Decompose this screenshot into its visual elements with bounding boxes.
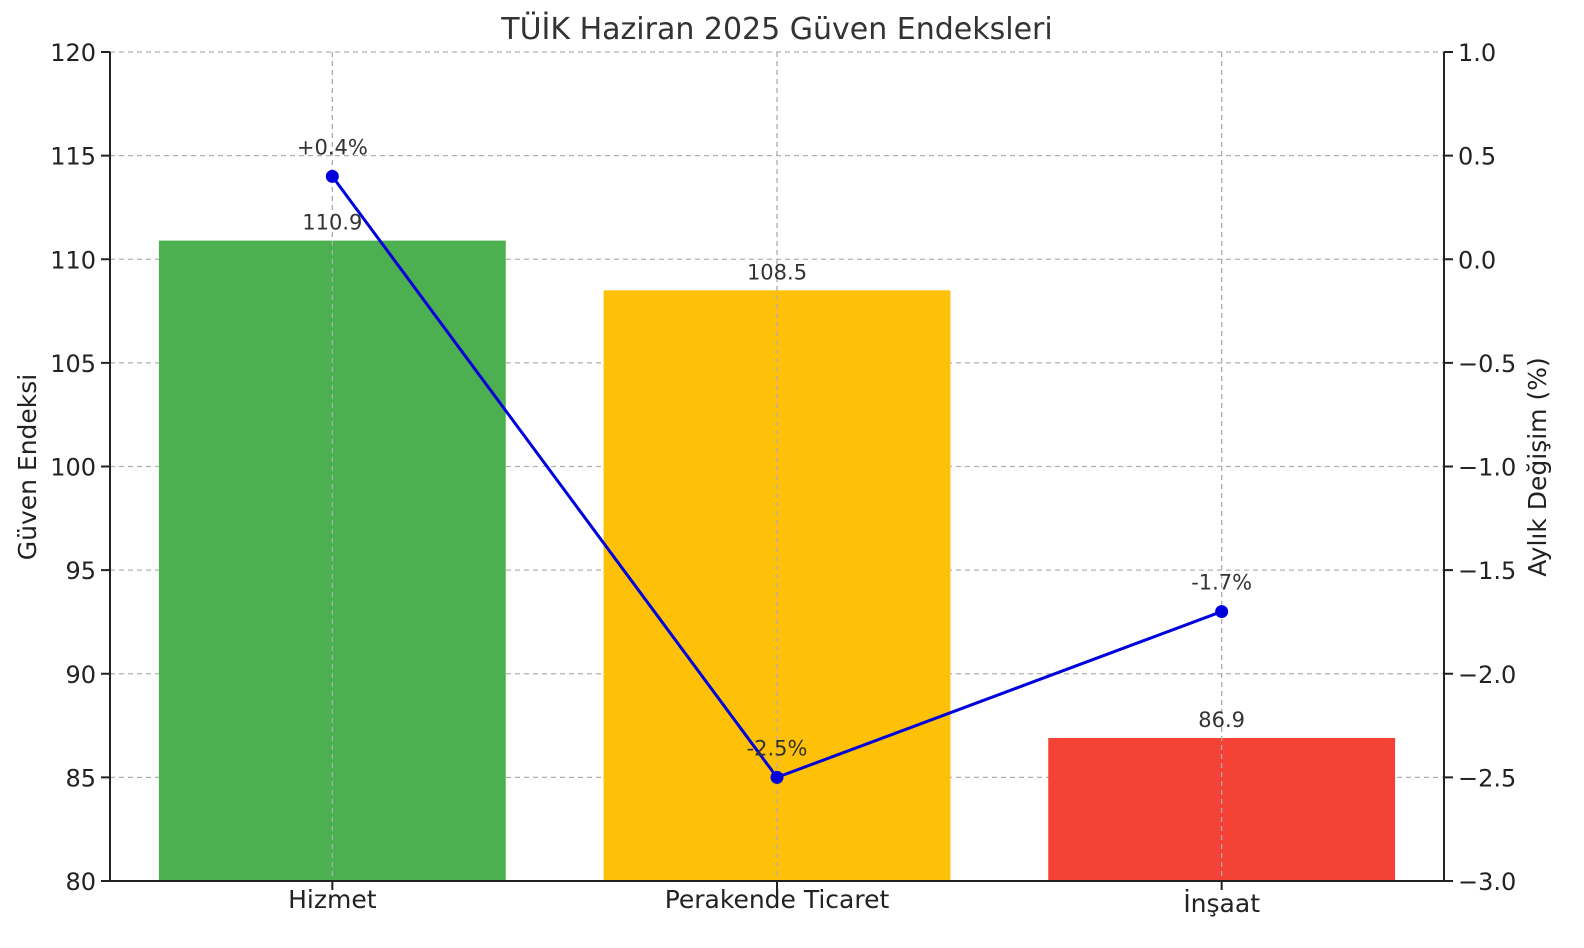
y2-tick-label: −3.0 <box>1458 868 1516 896</box>
y-tick-label: 85 <box>65 764 96 792</box>
chart-title: TÜİK Haziran 2025 Güven Endeksleri <box>500 11 1052 47</box>
y-tick-label: 120 <box>50 39 96 67</box>
x-tick-label: Perakende Ticaret <box>665 885 890 914</box>
y-axis-title: Güven Endeksi <box>13 374 42 561</box>
line-layer <box>325 169 1229 784</box>
y2-tick-label: −1.5 <box>1458 557 1516 585</box>
axis-layer: 80 85 90 95 100 105 110 115 120 −3.0 −2.5 −2.0 −1.5 −… <box>50 39 1516 918</box>
y2-tick-label: −2.5 <box>1458 764 1516 792</box>
y2-tick-label: 0.0 <box>1458 246 1496 274</box>
change-point <box>325 169 339 183</box>
y-tick-label: 90 <box>65 661 96 689</box>
y2-axis-title: Aylık Değişim (%) <box>1523 357 1552 577</box>
y-tick-label: 100 <box>50 454 96 482</box>
bar-value-label: 108.5 <box>747 260 807 284</box>
x-tick-label: Hizmet <box>288 885 377 914</box>
y-tick-label: 95 <box>65 557 96 585</box>
change-point <box>770 770 784 784</box>
change-label: -1.7% <box>1191 571 1252 595</box>
label-layer: 110.9 108.5 86.9 +0.4% -2.5% -1.7% <box>297 135 1252 760</box>
bar-layer <box>158 52 1396 881</box>
y2-tick-label: 1.0 <box>1458 39 1496 67</box>
y-tick-label: 80 <box>65 868 96 896</box>
y-tick-label: 105 <box>50 350 96 378</box>
y2-tick-label: 0.5 <box>1458 143 1496 171</box>
y-tick-label: 115 <box>50 143 96 171</box>
change-label: -2.5% <box>747 736 808 760</box>
bar-value-label: 86.9 <box>1198 708 1245 732</box>
y2-tick-label: −2.0 <box>1458 661 1516 689</box>
y2-tick-label: −0.5 <box>1458 350 1516 378</box>
change-point <box>1215 605 1229 619</box>
y2-tick-label: −1.0 <box>1458 454 1516 482</box>
change-label: +0.4% <box>297 135 368 159</box>
y-tick-label: 110 <box>50 246 96 274</box>
x-tick-label: İnşaat <box>1183 889 1260 918</box>
bar-value-label: 110.9 <box>302 211 362 235</box>
